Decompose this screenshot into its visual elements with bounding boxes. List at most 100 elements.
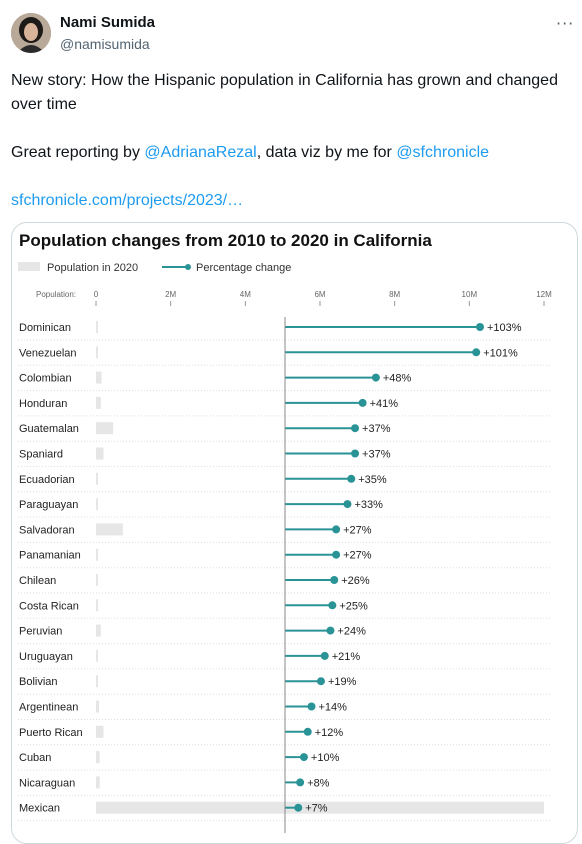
tweet-text-line: New story: How the Hispanic population i… bbox=[11, 72, 558, 113]
percent-change-label: +8% bbox=[307, 777, 330, 789]
percent-change-label: +27% bbox=[343, 524, 372, 536]
population-tick-label: 8M bbox=[389, 290, 400, 299]
population-bar bbox=[96, 801, 544, 814]
percent-change-label: +7% bbox=[305, 803, 328, 815]
population-bar bbox=[96, 371, 102, 384]
chart-title: Population changes from 2010 to 2020 in … bbox=[19, 231, 432, 250]
population-bar bbox=[96, 599, 98, 612]
population-bar bbox=[96, 346, 98, 359]
population-bar bbox=[96, 675, 98, 688]
percent-change-dot bbox=[303, 727, 312, 736]
percent-change-label: +48% bbox=[383, 373, 412, 385]
category-label: Costa Rican bbox=[19, 600, 79, 612]
percent-change-dot bbox=[320, 651, 329, 660]
category-label: Nicaraguan bbox=[19, 777, 75, 789]
percent-change-label: +37% bbox=[362, 449, 391, 461]
category-label: Spaniard bbox=[19, 449, 63, 461]
category-label: Paraguayan bbox=[19, 499, 78, 511]
story-link[interactable]: sfchronicle.com/projects/2023/… bbox=[11, 192, 244, 209]
avatar[interactable] bbox=[11, 13, 51, 53]
mention-link-adrianarezal[interactable]: @AdrianaRezal bbox=[144, 144, 257, 161]
category-label: Colombian bbox=[19, 373, 72, 385]
population-bar bbox=[96, 725, 104, 738]
category-label: Guatemalan bbox=[19, 423, 79, 435]
percent-change-dot bbox=[358, 398, 367, 407]
population-bar bbox=[96, 472, 98, 485]
population-bar bbox=[96, 624, 101, 637]
category-label: Panamanian bbox=[19, 550, 81, 562]
category-label: Argentinean bbox=[19, 702, 78, 714]
population-bar bbox=[96, 700, 99, 713]
population-axis-label: Population: bbox=[36, 290, 76, 299]
population-bar bbox=[96, 447, 104, 460]
population-bar bbox=[96, 751, 100, 764]
percent-change-dot bbox=[307, 702, 316, 711]
percent-change-label: +25% bbox=[339, 600, 368, 612]
category-label: Venezuelan bbox=[19, 347, 77, 359]
tweet: Nami Sumida @namisumida ··· New story: H… bbox=[11, 13, 578, 844]
percent-change-dot bbox=[343, 500, 352, 509]
percent-change-label: +41% bbox=[370, 398, 399, 410]
population-tick-label: 10M bbox=[462, 290, 478, 299]
chart-image[interactable]: Population changes from 2010 to 2020 in … bbox=[11, 222, 578, 844]
percent-change-dot bbox=[351, 449, 360, 458]
population-tick-label: 4M bbox=[240, 290, 251, 299]
percent-change-dot bbox=[328, 601, 337, 610]
tweet-text-credits: Great reporting by @AdrianaRezal, data v… bbox=[11, 141, 566, 165]
percent-change-dot bbox=[296, 778, 305, 787]
category-label: Mexican bbox=[19, 803, 60, 815]
percent-change-label: +14% bbox=[319, 702, 348, 714]
category-label: Cuban bbox=[19, 752, 51, 764]
author-handle[interactable]: @namisumida bbox=[60, 36, 150, 52]
legend-label-percent: Percentage change bbox=[196, 262, 291, 274]
percent-change-label: +12% bbox=[315, 727, 344, 739]
percent-change-dot bbox=[299, 753, 308, 762]
mention-link-sfchronicle[interactable]: @sfchronicle bbox=[396, 144, 490, 161]
chart-svg: Population changes from 2010 to 2020 in … bbox=[18, 231, 552, 833]
percent-change-label: +19% bbox=[328, 676, 357, 688]
population-tick-label: 12M bbox=[536, 290, 552, 299]
credits-prefix: Great reporting by bbox=[11, 144, 145, 161]
category-label: Bolivian bbox=[19, 676, 58, 688]
legend-dot-percent bbox=[185, 264, 191, 270]
percent-change-label: +26% bbox=[341, 575, 370, 587]
percent-change-dot bbox=[351, 424, 360, 433]
category-label: Peruvian bbox=[19, 626, 62, 638]
percent-change-label: +27% bbox=[343, 550, 372, 562]
population-bar bbox=[96, 396, 101, 409]
percent-change-dot bbox=[472, 348, 481, 357]
percent-change-dot bbox=[332, 525, 341, 534]
category-label: Uruguayan bbox=[19, 651, 73, 663]
category-label: Puerto Rican bbox=[19, 727, 83, 739]
population-bar bbox=[96, 498, 98, 511]
percent-change-label: +10% bbox=[311, 752, 340, 764]
more-icon[interactable]: ··· bbox=[556, 14, 575, 33]
avatar-image bbox=[11, 13, 51, 53]
percent-change-dot bbox=[476, 323, 484, 331]
category-label: Salvadoran bbox=[19, 524, 75, 536]
population-tick-label: 6M bbox=[314, 290, 325, 299]
population-bar bbox=[96, 776, 100, 789]
percent-change-dot bbox=[294, 803, 303, 812]
tweet-text: New story: How the Hispanic population i… bbox=[11, 69, 566, 213]
percent-change-label: +33% bbox=[354, 499, 383, 511]
percent-change-label: +101% bbox=[483, 347, 518, 359]
percent-change-label: +35% bbox=[358, 474, 387, 486]
credits-middle: , data viz by me for bbox=[256, 144, 397, 161]
population-bar bbox=[96, 321, 98, 333]
legend-label-population: Population in 2020 bbox=[47, 262, 138, 274]
percent-change-dot bbox=[316, 677, 325, 686]
percent-change-dot bbox=[371, 373, 380, 382]
percent-change-label: +37% bbox=[362, 423, 391, 435]
population-tick-label: 0 bbox=[94, 290, 99, 299]
category-label: Ecuadorian bbox=[19, 474, 75, 486]
author-name[interactable]: Nami Sumida bbox=[60, 14, 156, 31]
population-bar bbox=[96, 649, 98, 662]
legend-swatch-population bbox=[18, 262, 40, 271]
population-bar bbox=[96, 422, 114, 435]
population-tick-label: 2M bbox=[165, 290, 176, 299]
percent-change-label: +21% bbox=[332, 651, 361, 663]
percent-change-dot bbox=[330, 576, 339, 584]
population-bar bbox=[96, 523, 123, 536]
percent-change-dot bbox=[326, 626, 335, 635]
